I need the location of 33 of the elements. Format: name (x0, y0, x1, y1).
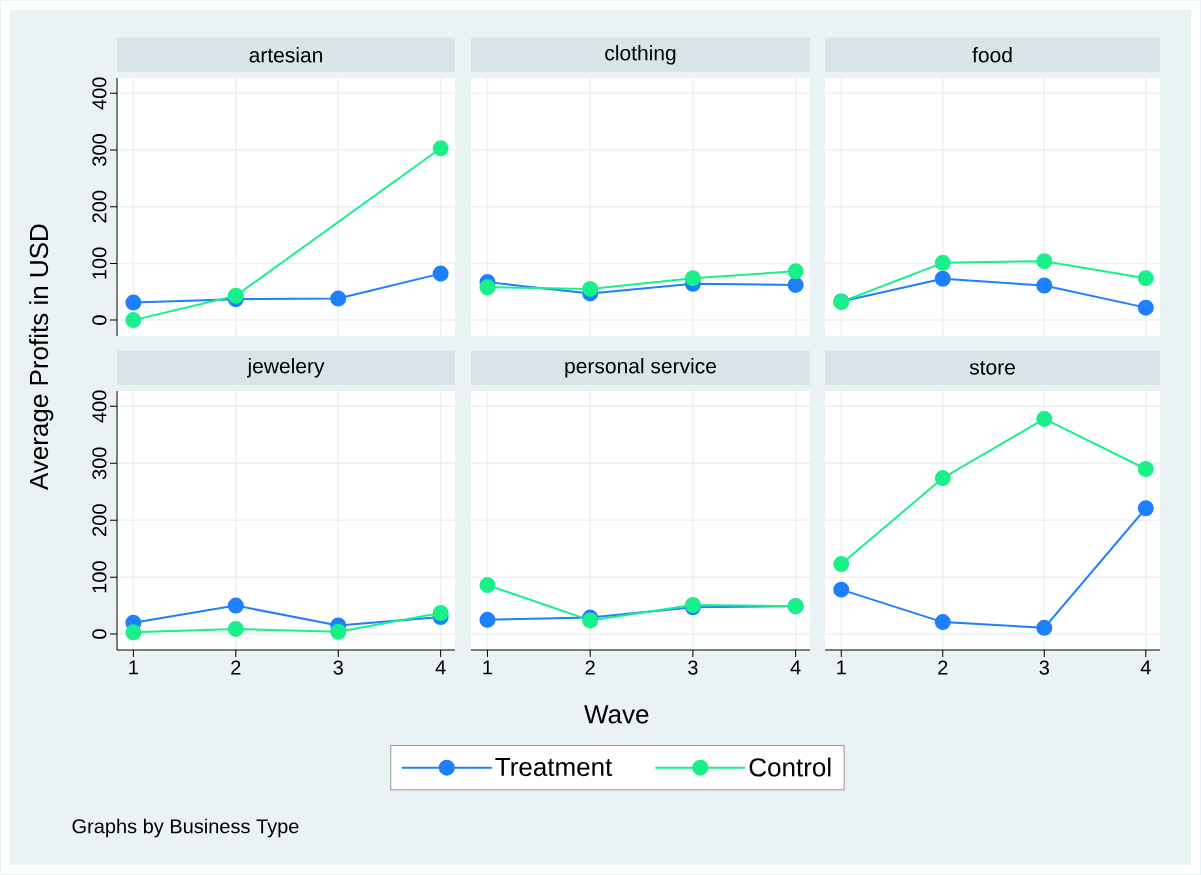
chart-title: artesian (249, 47, 322, 63)
x-axis-title: Wave (584, 705, 649, 724)
legend-label: Treatment (495, 757, 613, 777)
y-tick-label: 400 (92, 77, 107, 110)
x-tick-label: 3 (688, 660, 698, 675)
chart-title: clothing (605, 45, 676, 65)
x-tick-label: 4 (1140, 660, 1151, 675)
y-tick-label: 300 (92, 447, 107, 480)
y-tick-label: 0 (92, 315, 107, 325)
x-tick-label: 3 (1039, 660, 1049, 675)
x-tick-label: 3 (333, 660, 343, 675)
y-tick-label: 200 (92, 190, 107, 223)
y-axis-title: Average Profits in USD (29, 224, 54, 491)
y-tick-label: 400 (92, 390, 107, 423)
chart-title: food (972, 47, 1012, 63)
chart-title: jewelery (246, 358, 325, 378)
x-tick-label: 1 (483, 660, 493, 675)
x-tick-label: 4 (435, 660, 446, 675)
y-tick-label: 100 (92, 247, 107, 279)
chart-title: store (969, 360, 1015, 375)
y-tick-label: 100 (92, 561, 107, 593)
x-tick-label: 2 (938, 660, 948, 675)
x-tick-label: 4 (790, 660, 801, 675)
y-tick-label: 300 (92, 134, 107, 166)
x-tick-label: 1 (129, 660, 138, 675)
legend-label: Control (749, 757, 831, 777)
x-tick-label: 2 (231, 660, 241, 675)
text: Graphs by Business Type (72, 818, 299, 838)
x-tick-label: 2 (585, 660, 595, 675)
y-tick-label: 0 (92, 629, 107, 639)
y-tick-label: 200 (92, 504, 107, 536)
chart-title: personal service (565, 358, 716, 378)
x-tick-label: 1 (837, 660, 846, 675)
